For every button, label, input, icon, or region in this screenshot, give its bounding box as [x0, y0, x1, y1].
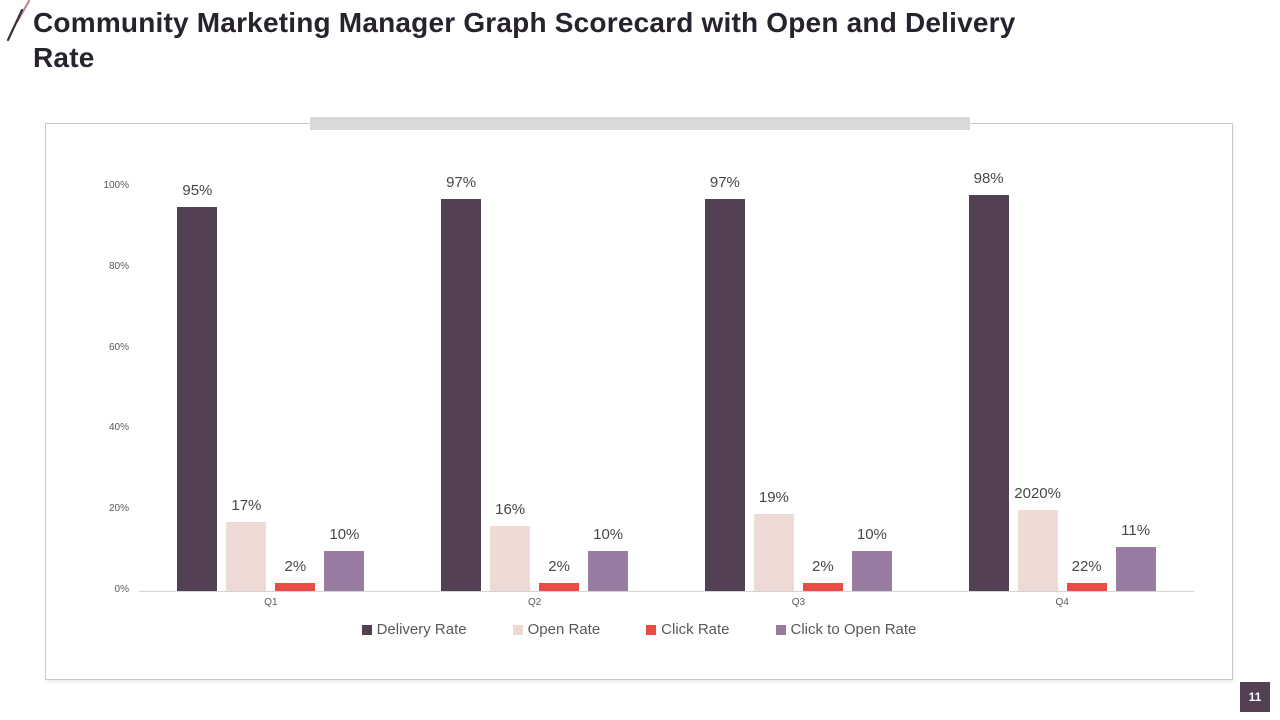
bar-delivery-rate — [441, 199, 482, 591]
bar-value-label: 10% — [329, 525, 360, 543]
slide-title: Community Marketing Manager Graph Scorec… — [33, 7, 1016, 73]
legend-swatch-icon — [361, 624, 372, 635]
legend-item-delivery-rate: Delivery Rate — [361, 621, 467, 638]
x-axis-category-label: Q1 — [264, 597, 278, 608]
x-axis-category-label: Q2 — [527, 597, 542, 608]
legend-label: Delivery Rate — [376, 621, 467, 638]
page-number-badge: 11 — [1240, 682, 1270, 712]
y-axis-tick-label: 80% — [108, 260, 129, 272]
bar-click-rate — [1066, 582, 1107, 591]
y-axis-tick-label: 60% — [108, 341, 129, 353]
bar-open-rate — [1017, 510, 1058, 591]
legend-item-click-rate: Click Rate — [646, 621, 730, 638]
legend-label: Click Rate — [661, 621, 730, 638]
bar-value-label: 11% — [1121, 521, 1151, 539]
bar-value-label: 98% — [973, 170, 1004, 188]
accent-bar — [310, 117, 970, 130]
y-axis-tick-label: 0% — [114, 584, 129, 595]
bar-value-label: 97% — [446, 174, 477, 192]
bar-click-to-open-rate — [851, 550, 892, 591]
legend-item-open-rate: Open Rate — [512, 621, 601, 638]
x-axis-category-label: Q3 — [791, 597, 806, 608]
bar-click-rate — [275, 582, 316, 591]
legend-label: Click to Open Rate — [790, 621, 917, 638]
bar-click-to-open-rate — [588, 550, 629, 591]
bar-open-rate — [226, 522, 267, 591]
bar-value-label: 2020% — [1014, 485, 1061, 503]
x-axis-line — [139, 591, 1194, 592]
legend-label: Open Rate — [527, 621, 601, 638]
bar-value-label: 16% — [495, 501, 526, 519]
bar-value-label: 2% — [548, 557, 570, 575]
legend-swatch-icon — [646, 624, 657, 635]
legend-swatch-icon — [512, 624, 523, 635]
bar-value-label: 95% — [182, 182, 213, 200]
y-axis-tick-label: 40% — [108, 422, 129, 434]
bar-delivery-rate — [968, 195, 1009, 591]
bar-click-to-open-rate — [1115, 546, 1156, 591]
bar-delivery-rate — [704, 199, 745, 591]
bar-value-label: 22% — [1071, 557, 1102, 575]
legend-item-click-to-open-rate: Click to Open Rate — [775, 621, 917, 638]
bar-value-label: 2% — [812, 557, 834, 575]
bar-value-label: 2% — [284, 557, 307, 575]
bar-value-label: 10% — [856, 525, 887, 543]
bar-click-rate — [802, 582, 843, 591]
chart-legend: Delivery Rate Open Rate Click Rate Click to… — [46, 621, 1232, 638]
bar-value-label: 19% — [758, 489, 789, 507]
slash-decoration-icon — [6, 0, 31, 42]
bar-value-label: 97% — [709, 174, 740, 192]
bar-click-rate — [539, 582, 580, 591]
legend-swatch-icon — [775, 624, 786, 635]
x-axis-category-label: Q4 — [1055, 597, 1069, 608]
bar-value-label: 17% — [231, 497, 262, 515]
y-axis-tick-label: 100% — [103, 180, 129, 191]
chart-card: 0% 20% 40% 60% 80% 100% 95% 17% 2% 10% 97% 16% 2% 10… — [45, 123, 1233, 680]
y-axis-tick-label: 20% — [108, 503, 129, 515]
bar-delivery-rate — [177, 207, 218, 591]
bar-value-label: 10% — [593, 525, 624, 543]
bar-open-rate — [490, 526, 531, 591]
bar-click-to-open-rate — [324, 550, 365, 591]
bar-open-rate — [753, 514, 794, 591]
